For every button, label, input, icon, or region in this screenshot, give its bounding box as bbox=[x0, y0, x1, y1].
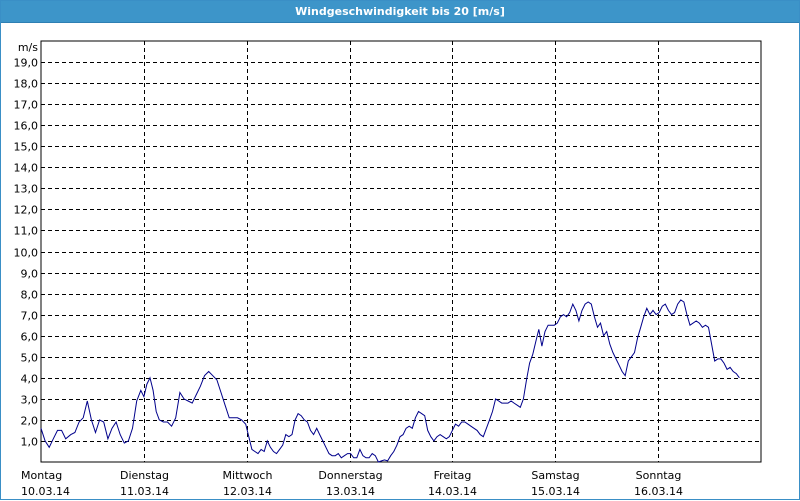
window-title: Windgeschwindigkeit bis 20 [m/s] bbox=[1, 1, 799, 23]
x-tick-date: 10.03.14 bbox=[21, 485, 70, 498]
y-tick-label: 2,0 bbox=[21, 415, 39, 428]
y-tick-label: 6,0 bbox=[21, 331, 39, 344]
x-tick-day: Montag bbox=[21, 469, 62, 482]
y-tick-label: 8,0 bbox=[21, 289, 39, 302]
y-tick-label: 3,0 bbox=[21, 394, 39, 407]
y-tick-label: 10,0 bbox=[14, 247, 39, 260]
x-tick-day: Sonntag bbox=[636, 469, 682, 482]
x-tick-day: Donnerstag bbox=[318, 469, 382, 482]
x-tick-day: Mittwoch bbox=[223, 469, 273, 482]
x-tick-date: 13.03.14 bbox=[326, 485, 375, 498]
x-tick-date: 12.03.14 bbox=[223, 485, 272, 498]
y-tick-label: 18,0 bbox=[14, 78, 39, 91]
x-tick-date: 11.03.14 bbox=[120, 485, 169, 498]
x-tick-day: Freitag bbox=[434, 469, 472, 482]
x-tick-date: 16.03.14 bbox=[634, 485, 683, 498]
y-tick-label: 13,0 bbox=[14, 183, 39, 196]
y-tick-label: 15,0 bbox=[14, 141, 39, 154]
y-tick-label: 7,0 bbox=[21, 310, 39, 323]
y-tick-label: 9,0 bbox=[21, 268, 39, 281]
y-tick-label: 12,0 bbox=[14, 204, 39, 217]
y-tick-label: 11,0 bbox=[14, 225, 39, 238]
y-tick-label: 5,0 bbox=[21, 352, 39, 365]
x-tick-date: 14.03.14 bbox=[428, 485, 477, 498]
y-tick-label: 4,0 bbox=[21, 373, 39, 386]
x-tick-date: 15.03.14 bbox=[531, 485, 580, 498]
y-tick-label: 17,0 bbox=[14, 99, 39, 112]
y-axis-label: m/s bbox=[18, 41, 38, 54]
plot-frame bbox=[40, 40, 762, 463]
x-tick-day: Dienstag bbox=[120, 469, 169, 482]
y-tick-label: 14,0 bbox=[14, 162, 39, 175]
y-tick-label: 1,0 bbox=[21, 436, 39, 449]
wind-speed-line bbox=[40, 299, 740, 463]
y-tick-label: 16,0 bbox=[14, 120, 39, 133]
x-tick-day: Samstag bbox=[531, 469, 579, 482]
y-tick-label: 19,0 bbox=[14, 57, 39, 70]
